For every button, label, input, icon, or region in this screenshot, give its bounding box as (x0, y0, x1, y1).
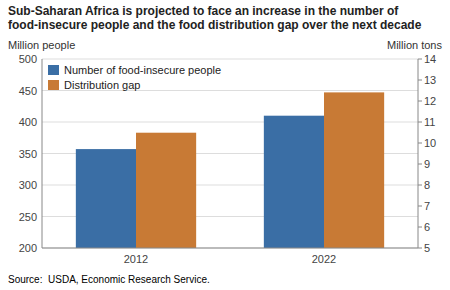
y2-tick (418, 122, 422, 123)
y-tick-label: 350 (19, 148, 37, 160)
y2-tick-label: 14 (424, 53, 436, 65)
y2-tick-label: 13 (424, 74, 436, 86)
y2-tick-label: 5 (424, 242, 430, 254)
y2-tick-label: 11 (424, 116, 435, 128)
source-note: Source: USDA, Economic Research Service. (8, 274, 210, 285)
title-line: Sub-Saharan Africa is projected to face … (8, 4, 402, 18)
grid (42, 59, 418, 248)
bar (136, 133, 196, 248)
y2-tick (418, 206, 422, 207)
bar (324, 92, 384, 248)
bar (264, 116, 324, 248)
y2-tick-label: 10 (424, 137, 436, 149)
y2-axis-label: Million tons (387, 39, 443, 51)
legend-label: Distribution gap (64, 79, 140, 91)
y2-tick-label: 12 (424, 95, 436, 107)
y2-tick (418, 248, 422, 249)
y-tick-label: 200 (19, 242, 37, 254)
legend: Number of food-insecure people Distributi… (48, 64, 221, 91)
y2-tick (418, 143, 422, 144)
y-axis-line (42, 59, 43, 248)
y2-axis-line (418, 59, 419, 248)
y2-tick-label: 7 (424, 200, 430, 212)
y-axis-label: Million people (8, 39, 75, 51)
y2-tick (418, 164, 422, 165)
y2-tick (418, 101, 422, 102)
title: Sub-Saharan Africa is projected to face … (8, 4, 422, 32)
y2-tick-label: 9 (424, 158, 430, 170)
legend-label: Number of food-insecure people (64, 64, 221, 76)
bars (76, 92, 384, 248)
title-line: food-insecure people and the food distri… (8, 18, 422, 32)
legend-swatch (48, 65, 59, 75)
y2-tick-label: 8 (424, 179, 430, 191)
y2-tick (418, 80, 422, 81)
chart: Sub-Saharan Africa is projected to face … (0, 0, 450, 290)
x-tick-label: 2022 (312, 253, 336, 265)
y-tick-label: 450 (19, 85, 37, 97)
y-tick-label: 500 (19, 53, 37, 65)
y2-tick (418, 185, 422, 186)
y-tick-label: 250 (19, 211, 37, 223)
legend-swatch (48, 80, 59, 90)
y2-tick (418, 227, 422, 228)
bar (76, 149, 136, 248)
grid-line (42, 59, 418, 60)
grid-line (42, 248, 418, 249)
y2-tick-label: 6 (424, 221, 430, 233)
y-tick-label: 300 (19, 179, 37, 191)
y2-tick (418, 59, 422, 60)
x-axis-line (42, 248, 418, 249)
x-tick-label: 2012 (124, 253, 148, 265)
y-tick-label: 400 (19, 116, 37, 128)
